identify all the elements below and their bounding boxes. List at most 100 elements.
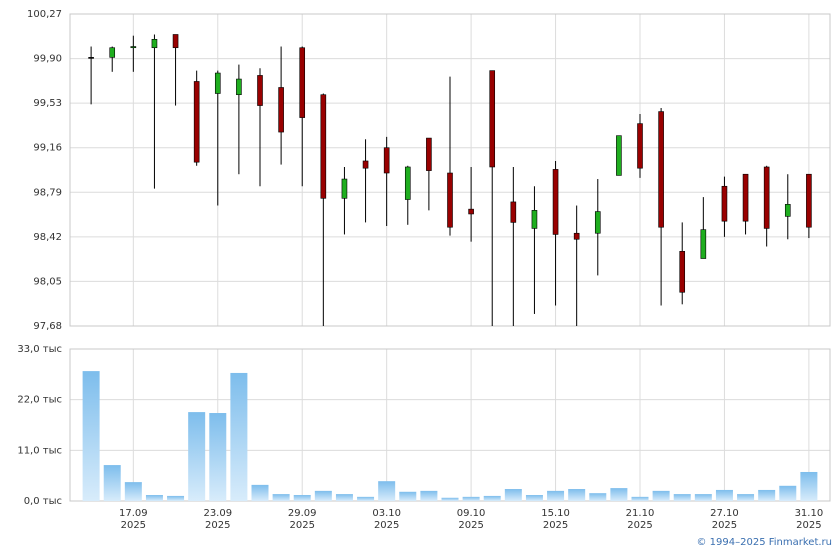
volume-bar xyxy=(547,490,565,501)
volume-bar xyxy=(525,495,543,501)
candle-body xyxy=(214,72,221,94)
x-tick-label: 23.09 xyxy=(203,508,232,519)
candle-body xyxy=(109,47,116,58)
candle-body xyxy=(573,232,580,240)
volume-bar xyxy=(631,496,649,501)
plot-frame xyxy=(69,348,831,502)
volume-bar xyxy=(610,488,628,501)
volume-bar xyxy=(103,465,121,501)
x-tick-label: 2025 xyxy=(289,520,314,531)
y-tick-label: 11,0 тыс xyxy=(17,445,62,456)
candle-body xyxy=(763,166,770,229)
candle-body xyxy=(172,34,179,49)
volume-bar xyxy=(483,495,501,501)
candle-body xyxy=(362,160,369,169)
candle-body xyxy=(742,173,749,222)
copyright[interactable]: © 1994–2025 Finmarket.ru xyxy=(696,537,832,548)
volume-bar xyxy=(357,496,375,501)
x-tick-label: 09.10 xyxy=(457,508,486,519)
volume-bar xyxy=(694,494,712,501)
x-tick-label: 15.10 xyxy=(541,508,570,519)
y-tick-label: 0,0 тыс xyxy=(24,496,62,507)
volume-bar xyxy=(652,490,670,501)
volume-bar xyxy=(124,482,142,501)
volume-bar xyxy=(167,495,185,501)
candle-body xyxy=(679,251,686,293)
x-tick-label: 2025 xyxy=(543,520,568,531)
volume-bar xyxy=(230,372,248,501)
volume-bar xyxy=(779,485,797,501)
volume-bar xyxy=(441,497,459,501)
candle-body xyxy=(130,46,137,49)
candle-body xyxy=(151,38,158,49)
candle-body xyxy=(468,208,474,215)
volume-bar xyxy=(251,484,269,501)
candle-body xyxy=(299,47,306,118)
x-tick-label: 27.10 xyxy=(710,508,739,519)
volume-bar xyxy=(737,494,755,501)
volume-bar xyxy=(145,495,163,501)
y-tick-label: 33,0 тыс xyxy=(17,344,62,355)
y-tick-label: 98,42 xyxy=(33,232,62,243)
x-tick-label: 2025 xyxy=(458,520,483,531)
x-tick-label: 17.09 xyxy=(119,508,148,519)
candles xyxy=(88,34,812,326)
volume-bar xyxy=(378,481,396,501)
candle-body xyxy=(594,211,601,234)
volume-bar xyxy=(758,489,776,501)
y-tick-label: 98,79 xyxy=(33,187,62,198)
candle-body xyxy=(341,178,348,199)
candle-body xyxy=(510,201,517,223)
volume-bar xyxy=(673,494,691,501)
x-tick-label: 2025 xyxy=(712,520,737,531)
volume-bar xyxy=(504,489,522,501)
plot-frame xyxy=(69,13,831,327)
y-tick-label: 99,16 xyxy=(33,143,62,154)
x-tick-label: 03.10 xyxy=(372,508,401,519)
candle-body xyxy=(616,135,622,176)
x-tick-label: 21.10 xyxy=(626,508,655,519)
volume-bar xyxy=(209,413,227,501)
candle-body xyxy=(257,75,263,106)
candle-body xyxy=(320,94,327,199)
x-tick-label: 29.09 xyxy=(288,508,317,519)
volume-bar xyxy=(272,494,290,501)
y-tick-label: 99,90 xyxy=(33,54,62,65)
y-tick-label: 22,0 тыс xyxy=(17,395,62,406)
candle-body xyxy=(784,204,791,217)
x-tick-label: 2025 xyxy=(374,520,399,531)
volume-bar xyxy=(462,496,480,501)
candle-body xyxy=(193,81,200,163)
x-tick-label: 2025 xyxy=(121,520,146,531)
x-tick-label: 31.10 xyxy=(795,508,824,519)
y-tick-label: 100,27 xyxy=(27,9,62,20)
candle-body xyxy=(806,173,812,228)
candle-body xyxy=(637,123,643,169)
candle-body xyxy=(531,210,538,229)
x-tick-label: 2025 xyxy=(627,520,652,531)
y-tick-label: 99,53 xyxy=(33,98,62,109)
candle-body xyxy=(700,229,707,259)
volume-bar xyxy=(800,471,818,501)
volume-bar xyxy=(589,493,607,501)
candle-body xyxy=(426,137,432,171)
volume-bar xyxy=(293,495,311,501)
volume-bar xyxy=(420,490,438,501)
candle-body xyxy=(88,57,94,59)
x-tick-label: 2025 xyxy=(796,520,821,531)
volume-bar xyxy=(715,489,733,501)
candle-body xyxy=(658,111,664,228)
x-tick-label: 2025 xyxy=(205,520,230,531)
y-tick-label: 98,05 xyxy=(33,276,62,287)
candle-body xyxy=(721,185,728,222)
volume-bar xyxy=(568,489,586,501)
candle-body xyxy=(489,70,496,168)
candle-body xyxy=(236,78,242,96)
volume-bar xyxy=(335,494,353,501)
volume-bar xyxy=(399,491,417,501)
candle-body xyxy=(404,166,411,200)
candle-body xyxy=(383,147,390,174)
y-tick-label: 97,68 xyxy=(33,321,62,332)
volume-bar xyxy=(188,412,206,501)
